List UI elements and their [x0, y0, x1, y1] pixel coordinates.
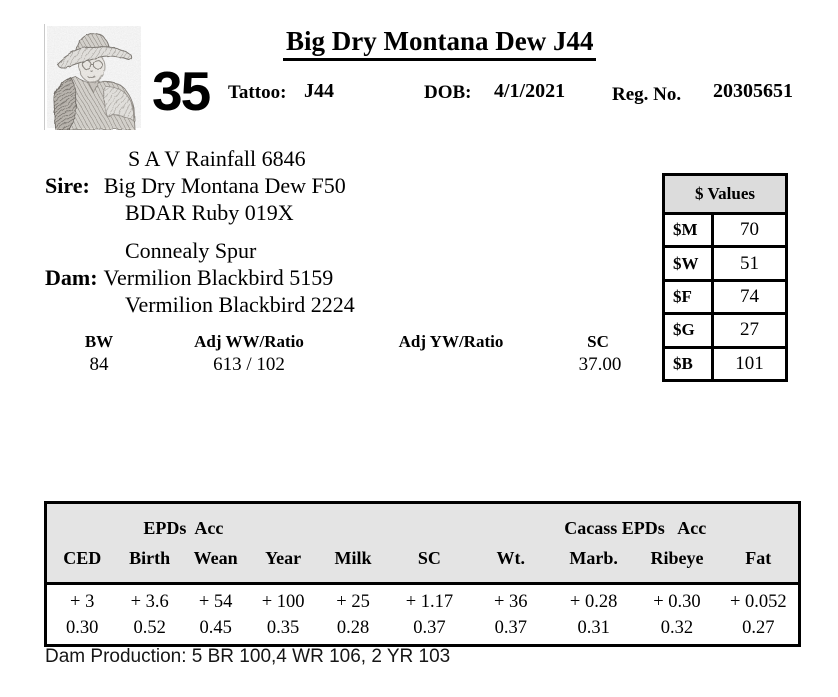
epd-accuracy-row: 0.30 0.52 0.45 0.35 0.28 0.37 0.37 0.31 …: [47, 615, 798, 641]
dollar-b-value: 101: [735, 352, 764, 374]
col-header-ced: CED: [63, 548, 102, 568]
table-row: $W 51: [665, 245, 785, 279]
cowboy-sketch-image: [44, 24, 143, 131]
reg-no-label: Reg. No.: [612, 84, 682, 105]
epd-ribeye: + 0.30: [653, 591, 701, 612]
sc-header: SC: [587, 332, 609, 351]
bw-header: BW: [84, 332, 114, 351]
epd-column-header-row: CED Birth Wean Year Milk SC Wt. Marb. Ri…: [47, 548, 798, 576]
table-row: $G 27: [665, 312, 785, 346]
adj-ww-ratio-header: Adj WW/Ratio: [194, 332, 304, 351]
dollar-g-value: 27: [740, 319, 759, 341]
dollar-m-value: 70: [740, 219, 759, 241]
epd-group-header-row: EPDs Acc Cacass EPDs Acc: [47, 518, 798, 548]
epd-wean: + 54: [198, 591, 233, 612]
epd-table-body: + 3 + 3.6 + 54 + 100 + 25 + 1.17 + 36 + …: [47, 585, 798, 644]
reg-no-value: 20305651: [713, 80, 793, 102]
acc-year: 0.35: [266, 617, 300, 638]
epd-table-header: EPDs Acc Cacass EPDs Acc CED Birth Wean …: [47, 504, 798, 585]
sire-label: Sire:: [45, 173, 90, 198]
table-row: $B 101: [665, 345, 785, 379]
col-header-wean: Wean: [193, 548, 238, 568]
epd-birth: + 3.6: [130, 591, 169, 612]
epd-values-row: + 3 + 3.6 + 54 + 100 + 25 + 1.17 + 36 + …: [47, 589, 798, 615]
epd-year: + 100: [261, 591, 305, 612]
epd-sc: + 1.17: [405, 591, 454, 612]
tattoo-value: J44: [304, 80, 334, 102]
col-header-wt: Wt.: [496, 548, 526, 568]
col-header-milk: Milk: [334, 548, 372, 568]
dob-value: 4/1/2021: [494, 80, 566, 102]
adj-ww-ratio-value: 613 / 102: [213, 354, 285, 375]
dam-production-text: Dam Production: 5 BR 100,4 WR 106, 2 YR …: [45, 646, 451, 667]
col-header-ribeye: Ribeye: [650, 548, 704, 568]
dollar-f-label: $F: [665, 281, 714, 313]
pedigree-dam-sire: Connealy Spur: [125, 238, 257, 263]
dollar-b-label: $B: [665, 348, 714, 379]
dam-name: Vermilion Blackbird 5159: [103, 265, 334, 290]
acc-fat: 0.27: [742, 617, 775, 638]
acc-wt: 0.37: [494, 617, 527, 638]
epd-marb: + 0.28: [569, 591, 618, 612]
dam-label: Dam:: [45, 265, 98, 290]
animal-name-title: Big Dry Montana Dew J44: [283, 26, 597, 61]
cowboy-sketch-drawing: [47, 26, 141, 131]
acc-birth: 0.52: [133, 617, 166, 638]
lot-number: 35: [152, 60, 211, 122]
col-header-marb: Marb.: [569, 548, 618, 568]
adj-yw-ratio-header: Adj YW/Ratio: [398, 332, 504, 351]
col-header-sc: SC: [417, 548, 441, 568]
dollar-values-table: $ Values $M 70 $W 51 $F 74 $G 27 $B 101: [662, 173, 788, 382]
pedigree-sire-dam: BDAR Ruby 019X: [125, 200, 294, 225]
carcass-epds-acc-group-label: Cacass EPDs Acc: [564, 518, 707, 538]
acc-ced: 0.30: [66, 617, 99, 638]
table-row: $M 70: [665, 212, 785, 246]
acc-marb: 0.31: [577, 617, 610, 638]
acc-milk: 0.28: [336, 617, 370, 638]
acc-ribeye: 0.32: [660, 617, 694, 638]
epd-milk: + 25: [336, 591, 370, 612]
pedigree-dam-dam: Vermilion Blackbird 2224: [125, 292, 355, 317]
dollar-w-label: $W: [665, 248, 714, 279]
dollar-w-value: 51: [740, 252, 759, 274]
col-header-fat: Fat: [745, 548, 772, 568]
sire-name: Big Dry Montana Dew F50: [103, 173, 346, 198]
dollar-f-value: 74: [740, 285, 759, 307]
epd-ced: + 3: [70, 591, 95, 612]
epd-table: EPDs Acc Cacass EPDs Acc CED Birth Wean …: [44, 501, 801, 647]
acc-wean: 0.45: [199, 617, 232, 638]
dob-label: DOB:: [424, 82, 472, 103]
epd-fat: + 0.052: [729, 591, 787, 612]
pedigree-sire-sire: S A V Rainfall 6846: [128, 146, 306, 171]
col-header-year: Year: [265, 548, 302, 568]
epds-acc-group-label: EPDs Acc: [143, 518, 224, 538]
acc-sc: 0.37: [413, 617, 446, 638]
dollar-values-header: $ Values: [665, 176, 785, 212]
dollar-m-label: $M: [665, 215, 714, 246]
table-row: $F 74: [665, 278, 785, 313]
tattoo-label: Tattoo:: [228, 82, 287, 103]
bw-value: 84: [89, 354, 109, 375]
sc-value: 37.00: [578, 354, 622, 375]
pedigree-dam-row: Dam: Vermilion Blackbird 5159: [45, 264, 333, 291]
pedigree-sire-row: Sire: Big Dry Montana Dew F50: [45, 172, 346, 199]
dollar-g-label: $G: [665, 315, 714, 346]
col-header-birth: Birth: [129, 548, 171, 568]
epd-wt: + 36: [494, 591, 528, 612]
